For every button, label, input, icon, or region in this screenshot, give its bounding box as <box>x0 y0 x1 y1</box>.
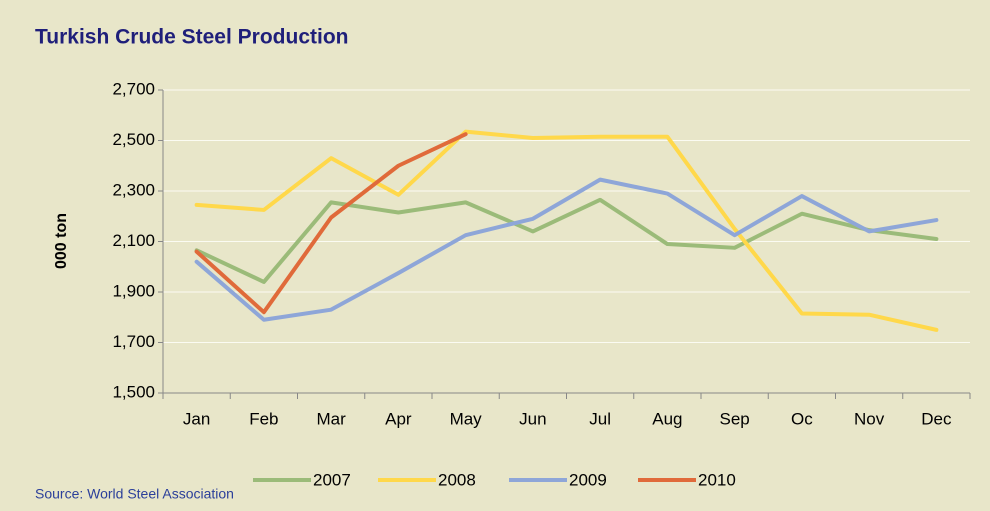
y-tick-label: 2,300 <box>112 180 155 199</box>
x-tick-label: Mar <box>316 409 346 428</box>
x-tick-label: Aug <box>652 409 682 428</box>
legend-label: 2007 <box>313 470 351 489</box>
y-tick-label: 2,100 <box>112 231 155 250</box>
y-tick-label: 2,500 <box>112 130 155 149</box>
y-tick-label: 2,700 <box>112 79 155 98</box>
line-series <box>194 129 939 332</box>
line-series <box>194 177 939 322</box>
y-axis-label: 000 ton <box>53 213 70 269</box>
legend-label: 2009 <box>569 470 607 489</box>
x-tick-label: Feb <box>249 409 278 428</box>
y-tick-label: 1,700 <box>112 332 155 351</box>
y-tick-label: 1,900 <box>112 281 155 300</box>
x-tick-label: Apr <box>385 409 412 428</box>
x-tick-label: May <box>450 409 483 428</box>
line-series <box>194 132 468 315</box>
x-tick-label: Jan <box>183 409 210 428</box>
line-series <box>194 197 939 284</box>
legend-label: 2010 <box>698 470 736 489</box>
x-tick-label: Jun <box>519 409 546 428</box>
x-tick-label: Nov <box>854 409 885 428</box>
x-tick-label: Sep <box>720 409 750 428</box>
source-note: Source: World Steel Association <box>35 486 234 502</box>
x-tick-label: Jul <box>589 409 611 428</box>
y-tick-label: 1,500 <box>112 382 155 401</box>
chart-title: Turkish Crude Steel Production <box>35 26 348 49</box>
x-tick-label: Dec <box>921 409 952 428</box>
x-tick-label: Oc <box>791 409 813 428</box>
legend-label: 2008 <box>438 470 476 489</box>
